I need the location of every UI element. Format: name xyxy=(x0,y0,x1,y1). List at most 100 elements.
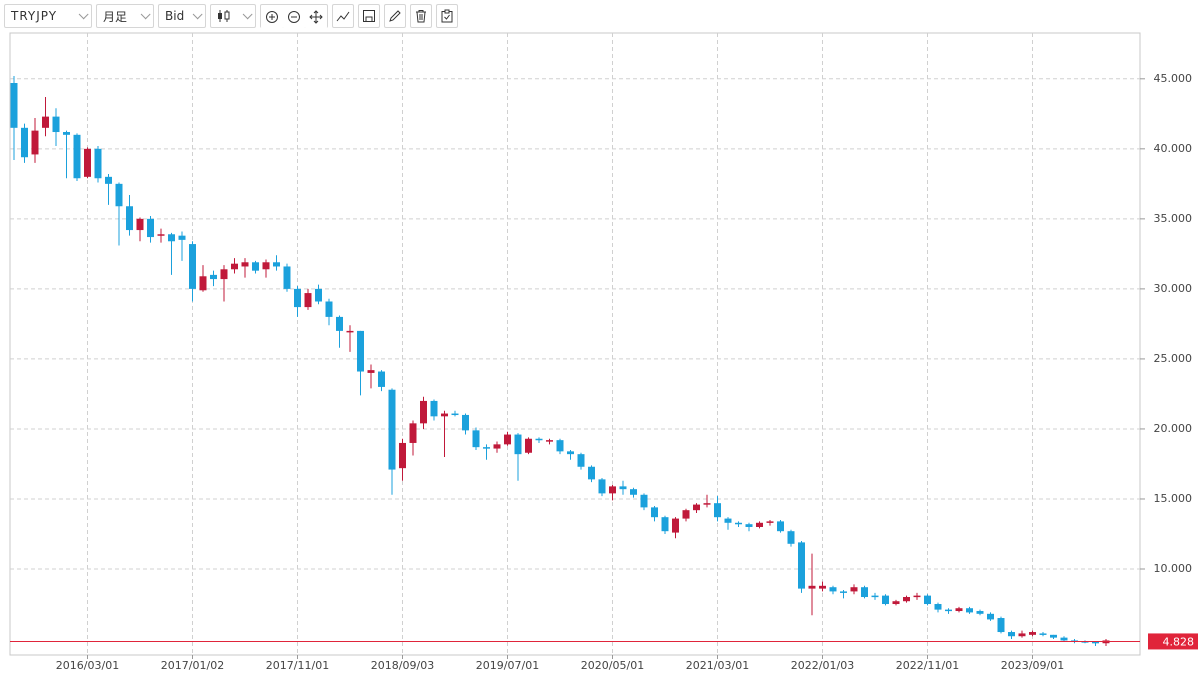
icon xyxy=(363,10,375,22)
candle-body xyxy=(945,609,952,612)
candle-body xyxy=(693,504,700,511)
candle-body xyxy=(756,522,763,527)
candle-body xyxy=(714,503,721,518)
candle-body xyxy=(346,330,354,333)
price-type: Bid xyxy=(165,9,185,23)
candle-body xyxy=(955,608,963,612)
candle-body xyxy=(882,595,889,605)
draw[interactable] xyxy=(384,4,406,28)
candle-body xyxy=(378,371,385,387)
candle-body xyxy=(724,518,732,523)
x-tick-label: 2022/11/01 xyxy=(896,659,959,672)
candle-body xyxy=(997,618,1005,633)
candle-body xyxy=(588,466,595,480)
price-type-select[interactable]: Bid xyxy=(158,4,206,28)
trend-line[interactable] xyxy=(332,4,354,28)
icon xyxy=(266,11,278,23)
candle-body xyxy=(577,454,585,467)
candle-body xyxy=(735,522,742,525)
candle-icon xyxy=(218,10,230,22)
candle-body xyxy=(147,218,154,238)
candle-body xyxy=(84,148,91,177)
x-tick-label: 2021/03/01 xyxy=(686,659,749,672)
candle-body xyxy=(840,591,847,593)
x-tick-label: 2019/07/01 xyxy=(476,659,539,672)
symbol: TRYJPY xyxy=(11,9,58,23)
candle-body xyxy=(966,608,973,613)
candle-body xyxy=(787,531,795,544)
candle-body xyxy=(661,517,669,532)
candle-body xyxy=(462,414,469,431)
candle-body xyxy=(262,262,270,270)
candle-body xyxy=(199,276,207,291)
candle-body xyxy=(52,116,60,133)
candle-body xyxy=(976,611,984,614)
candle-body xyxy=(609,486,616,494)
plot-frame xyxy=(9,32,1141,656)
zoom-out[interactable] xyxy=(283,5,305,29)
candle-body xyxy=(42,116,49,128)
candle-body xyxy=(1050,634,1057,638)
candle-body xyxy=(1018,633,1026,637)
candle-body xyxy=(598,479,606,494)
y-tick-label: 35.000 xyxy=(1154,212,1193,225)
candle-body xyxy=(451,413,459,416)
candle-body xyxy=(651,507,658,518)
candle-body xyxy=(903,597,910,602)
candle-body xyxy=(294,288,301,308)
candle-body xyxy=(157,234,165,236)
candle-body xyxy=(325,301,333,317)
candle-body xyxy=(745,524,753,527)
icon xyxy=(309,10,323,24)
save[interactable] xyxy=(358,4,380,28)
pan[interactable] xyxy=(305,5,327,29)
candle-body xyxy=(283,266,291,289)
candle-body xyxy=(367,370,375,373)
candle-body xyxy=(525,438,532,453)
candle-body xyxy=(924,595,931,605)
candle-body xyxy=(357,330,364,372)
candle-body xyxy=(252,262,259,271)
candle-body xyxy=(1060,637,1068,641)
candle-body xyxy=(934,604,942,610)
y-tick-label: 40.000 xyxy=(1154,142,1193,155)
chart-type-select[interactable] xyxy=(210,4,256,28)
candle-body xyxy=(861,587,868,598)
x-tick-label: 2017/11/01 xyxy=(266,659,329,672)
zoom-in[interactable] xyxy=(261,5,283,29)
toolbar: TRYJPY 月足 Bid xyxy=(4,4,458,30)
candle-body xyxy=(556,440,564,452)
timeframe-select[interactable]: 月足 xyxy=(96,4,154,28)
candle-body xyxy=(766,521,774,523)
delete[interactable] xyxy=(410,4,432,28)
icon xyxy=(416,10,426,23)
candle-body xyxy=(220,269,228,280)
candle-body xyxy=(189,244,196,289)
timeframe: 月足 xyxy=(103,9,128,24)
candle-body xyxy=(73,134,81,179)
candle-body xyxy=(913,595,921,598)
candle-body xyxy=(1008,632,1015,637)
candle-body xyxy=(1039,633,1047,635)
y-tick-label: 20.000 xyxy=(1154,422,1193,435)
candle-body xyxy=(10,83,18,128)
y-tick-label: 45.000 xyxy=(1154,72,1193,85)
candle-body xyxy=(567,451,574,455)
candle-body xyxy=(105,176,112,184)
candle-body xyxy=(777,521,784,532)
candle-body xyxy=(126,206,133,231)
y-tick-label: 30.000 xyxy=(1154,282,1193,295)
candle-body xyxy=(430,400,438,417)
symbol-select[interactable]: TRYJPY xyxy=(4,4,92,28)
candle-body xyxy=(871,595,879,598)
candle-body xyxy=(504,434,511,445)
candle-body xyxy=(241,262,249,267)
x-tick-label: 2016/03/01 xyxy=(56,659,119,672)
candle-body xyxy=(94,148,102,179)
x-tick-label: 2020/05/01 xyxy=(581,659,644,672)
candle-body xyxy=(619,486,627,490)
candle-body xyxy=(388,389,396,470)
clipboard[interactable] xyxy=(436,4,458,28)
last-price-box xyxy=(1148,633,1198,650)
